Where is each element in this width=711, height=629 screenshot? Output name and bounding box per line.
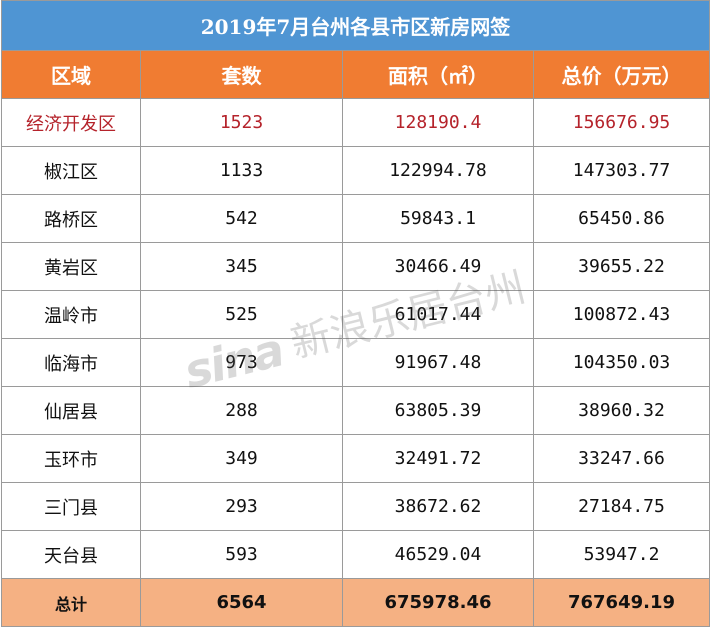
cell-region: 黄岩区 [1,242,141,291]
cell-area: 30466.49 [342,242,534,291]
cell-units: 542 [140,194,343,243]
header-region: 区域 [1,50,141,99]
cell-area: 91967.48 [342,338,534,387]
table-header-row: 区域 套数 面积（㎡） 总价（万元） [1,50,711,99]
table-title: 2019年7月台州各县市区新房网签 [0,0,711,51]
cell-price: 33247.66 [532,434,711,483]
table-row: 仙居县 288 63805.39 38960.32 [1,386,711,435]
cell-region: 三门县 [1,482,141,531]
cell-region: 椒江区 [1,146,141,195]
total-units: 6564 [140,578,343,627]
cell-units: 288 [140,386,343,435]
cell-region: 仙居县 [1,386,141,435]
cell-area: 61017.44 [342,290,534,339]
cell-price: 38960.32 [532,386,711,435]
cell-area: 59843.1 [342,194,534,243]
cell-price: 100872.43 [532,290,711,339]
cell-area: 63805.39 [342,386,534,435]
cell-price: 147303.77 [532,146,711,195]
cell-area: 122994.78 [342,146,534,195]
table-row: 黄岩区 345 30466.49 39655.22 [1,242,711,291]
table-row: 玉环市 349 32491.72 33247.66 [1,434,711,483]
table-row: 经济开发区 1523 128190.4 156676.95 [1,98,711,147]
cell-units: 973 [140,338,343,387]
cell-price: 156676.95 [532,98,711,147]
cell-area: 32491.72 [342,434,534,483]
cell-area: 128190.4 [342,98,534,147]
table-row: 临海市 973 91967.48 104350.03 [1,338,711,387]
header-units: 套数 [140,50,343,99]
cell-units: 349 [140,434,343,483]
cell-region: 天台县 [1,530,141,579]
table-row: 天台县 593 46529.04 53947.2 [1,530,711,579]
table-total-row: 总计 6564 675978.46 767649.19 [1,578,711,627]
cell-units: 1133 [140,146,343,195]
header-price: 总价（万元） [532,50,711,99]
cell-price: 65450.86 [532,194,711,243]
cell-units: 345 [140,242,343,291]
cell-price: 27184.75 [532,482,711,531]
cell-region: 路桥区 [1,194,141,243]
total-label: 总计 [1,578,141,627]
cell-area: 38672.62 [342,482,534,531]
cell-region: 经济开发区 [1,98,141,147]
cell-area: 46529.04 [342,530,534,579]
cell-region: 临海市 [1,338,141,387]
total-price: 767649.19 [532,578,711,627]
cell-units: 1523 [140,98,343,147]
cell-price: 53947.2 [532,530,711,579]
cell-units: 525 [140,290,343,339]
cell-price: 39655.22 [532,242,711,291]
total-area: 675978.46 [342,578,534,627]
table-row: 三门县 293 38672.62 27184.75 [1,482,711,531]
cell-units: 293 [140,482,343,531]
table-row: 路桥区 542 59843.1 65450.86 [1,194,711,243]
table-title-row: 2019年7月台州各县市区新房网签 [0,0,711,51]
cell-price: 104350.03 [532,338,711,387]
table-row: 温岭市 525 61017.44 100872.43 [1,290,711,339]
cell-region: 玉环市 [1,434,141,483]
cell-units: 593 [140,530,343,579]
header-area: 面积（㎡） [342,50,534,99]
cell-region: 温岭市 [1,290,141,339]
table-row: 椒江区 1133 122994.78 147303.77 [1,146,711,195]
